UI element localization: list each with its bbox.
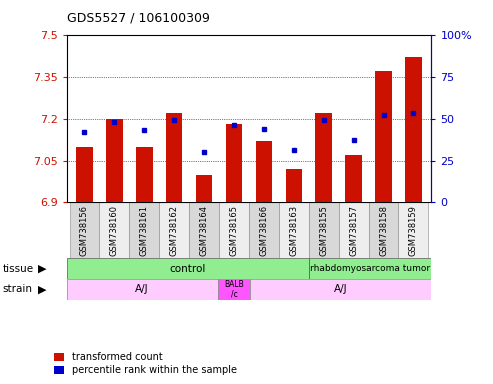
Text: GSM738157: GSM738157 (349, 205, 358, 256)
FancyBboxPatch shape (339, 202, 369, 258)
FancyBboxPatch shape (250, 279, 431, 300)
FancyBboxPatch shape (309, 202, 339, 258)
Bar (256, 141, 272, 202)
Bar (166, 113, 182, 202)
FancyBboxPatch shape (189, 202, 219, 258)
FancyBboxPatch shape (100, 202, 129, 258)
FancyBboxPatch shape (67, 279, 217, 300)
Text: GSM738156: GSM738156 (80, 205, 89, 256)
FancyBboxPatch shape (309, 258, 431, 279)
Text: GSM738155: GSM738155 (319, 205, 328, 256)
Text: GSM738161: GSM738161 (140, 205, 149, 256)
Bar (285, 169, 302, 202)
Text: GSM738166: GSM738166 (259, 205, 268, 257)
Bar (136, 147, 152, 202)
Text: A/J: A/J (334, 284, 348, 294)
FancyBboxPatch shape (219, 202, 249, 258)
Text: GSM738163: GSM738163 (289, 205, 298, 257)
FancyBboxPatch shape (129, 202, 159, 258)
Text: GSM738162: GSM738162 (170, 205, 178, 256)
Bar (375, 71, 392, 202)
Text: BALB
/c: BALB /c (224, 280, 244, 299)
Text: GSM738158: GSM738158 (379, 205, 388, 256)
Text: tissue: tissue (2, 264, 34, 274)
Bar (316, 113, 332, 202)
FancyBboxPatch shape (369, 202, 398, 258)
FancyBboxPatch shape (398, 202, 428, 258)
Text: rhabdomyosarcoma tumor: rhabdomyosarcoma tumor (310, 264, 430, 273)
Legend: transformed count, percentile rank within the sample: transformed count, percentile rank withi… (54, 353, 237, 375)
Bar (196, 174, 212, 202)
Text: A/J: A/J (135, 284, 149, 294)
Bar (106, 119, 123, 202)
FancyBboxPatch shape (67, 258, 309, 279)
FancyBboxPatch shape (249, 202, 279, 258)
Bar (226, 124, 242, 202)
Text: GSM738160: GSM738160 (110, 205, 119, 256)
Bar (346, 155, 362, 202)
Text: GDS5527 / 106100309: GDS5527 / 106100309 (67, 12, 210, 25)
Bar (76, 147, 93, 202)
Text: GSM738165: GSM738165 (230, 205, 239, 256)
Text: GSM738164: GSM738164 (200, 205, 209, 256)
FancyBboxPatch shape (159, 202, 189, 258)
Text: control: control (170, 264, 206, 274)
FancyBboxPatch shape (70, 202, 100, 258)
FancyBboxPatch shape (279, 202, 309, 258)
Bar (405, 57, 422, 202)
Text: ▶: ▶ (37, 284, 46, 294)
Text: GSM738159: GSM738159 (409, 205, 418, 256)
FancyBboxPatch shape (217, 279, 250, 300)
Text: strain: strain (2, 284, 33, 294)
Text: ▶: ▶ (37, 264, 46, 274)
